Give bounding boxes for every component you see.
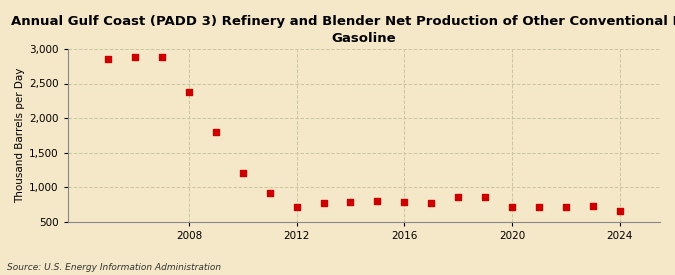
Point (157, 54, 167, 59)
Point (211, 130, 221, 134)
Y-axis label: Thousand Barrels per Day: Thousand Barrels per Day (15, 68, 25, 203)
Point (318, 201, 329, 205)
Point (426, 201, 437, 205)
Point (480, 195, 491, 199)
Point (184, 90, 194, 94)
Text: Source: U.S. Energy Information Administration: Source: U.S. Energy Information Administ… (7, 263, 221, 272)
Point (533, 205, 544, 209)
Point (345, 199, 356, 204)
Point (103, 56, 113, 61)
Point (238, 170, 248, 175)
Point (560, 205, 571, 209)
Point (291, 205, 302, 209)
Point (453, 195, 464, 199)
Point (265, 191, 275, 196)
Point (587, 204, 598, 208)
Point (130, 54, 140, 59)
Point (399, 199, 410, 204)
Title: Annual Gulf Coast (PADD 3) Refinery and Blender Net Production of Other Conventi: Annual Gulf Coast (PADD 3) Refinery and … (11, 15, 675, 45)
Point (614, 208, 625, 213)
Point (372, 199, 383, 203)
Point (506, 205, 517, 209)
